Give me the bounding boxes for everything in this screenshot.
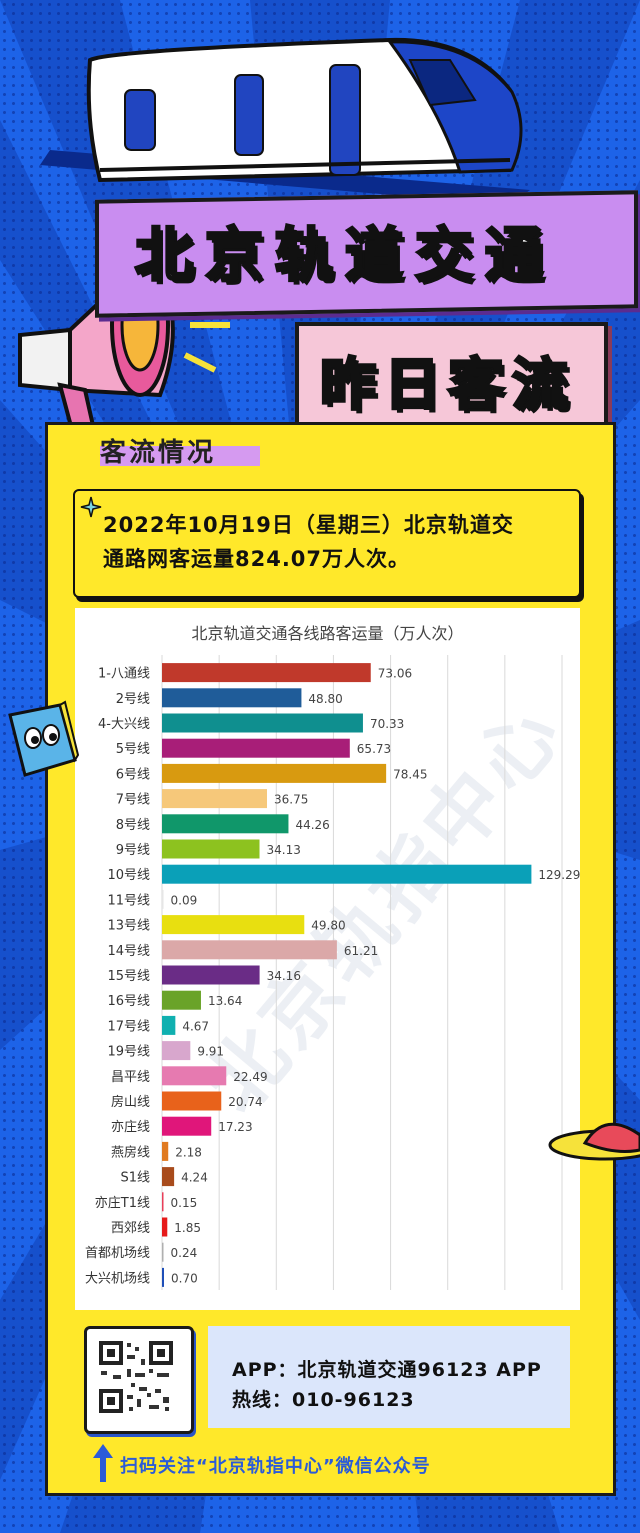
value-label: 34.13 bbox=[267, 843, 301, 857]
category-label: 5号线 bbox=[116, 742, 150, 757]
bar bbox=[162, 1167, 175, 1187]
summary-line-2: 通路网客运量824.07万人次。 bbox=[103, 547, 411, 571]
bar bbox=[162, 1015, 176, 1035]
value-label: 4.24 bbox=[181, 1171, 208, 1185]
section-tag-highlight bbox=[100, 446, 260, 466]
sparkle-icon bbox=[80, 496, 102, 518]
category-label: 13号线 bbox=[107, 919, 150, 934]
category-label: 6号线 bbox=[116, 767, 150, 782]
category-label: 亦庄T1线 bbox=[95, 1195, 150, 1211]
value-label: 13.64 bbox=[208, 994, 242, 1008]
category-label: 19号线 bbox=[107, 1045, 150, 1060]
category-label: S1线 bbox=[120, 1171, 150, 1186]
bar bbox=[162, 1091, 222, 1111]
value-label: 129.29 bbox=[538, 868, 580, 882]
value-label: 20.74 bbox=[228, 1095, 262, 1109]
category-label: 4-大兴线 bbox=[98, 717, 150, 732]
bar bbox=[162, 864, 532, 884]
contact-info-box bbox=[208, 1326, 570, 1428]
bar bbox=[162, 1192, 164, 1212]
category-label: 7号线 bbox=[116, 793, 150, 808]
value-label: 17.23 bbox=[218, 1120, 252, 1134]
value-label: 4.67 bbox=[182, 1019, 209, 1033]
bar bbox=[162, 1066, 227, 1086]
category-label: 2号线 bbox=[116, 692, 150, 707]
subtitle-banner bbox=[295, 322, 608, 440]
bar bbox=[162, 713, 363, 733]
category-label: 燕房线 bbox=[111, 1144, 150, 1160]
value-label: 48.80 bbox=[308, 692, 342, 706]
category-label: 11号线 bbox=[107, 893, 150, 908]
bar bbox=[162, 1217, 168, 1237]
cube-character-icon bbox=[8, 700, 80, 777]
bar bbox=[162, 663, 371, 683]
category-label: 17号线 bbox=[107, 1019, 150, 1034]
bar bbox=[162, 915, 305, 935]
value-label: 0.24 bbox=[171, 1246, 198, 1260]
qr-code-icon bbox=[97, 1339, 175, 1415]
value-label: 9.91 bbox=[197, 1045, 224, 1059]
bar bbox=[162, 763, 387, 783]
value-label: 65.73 bbox=[357, 742, 391, 756]
bar bbox=[162, 738, 350, 758]
category-label: 首都机场线 bbox=[85, 1246, 150, 1261]
bar bbox=[162, 789, 267, 809]
train-illustration bbox=[40, 37, 530, 205]
value-label: 44.26 bbox=[295, 818, 329, 832]
hat-decoration-icon bbox=[548, 1122, 640, 1161]
bar bbox=[162, 1242, 164, 1262]
value-label: 22.49 bbox=[233, 1070, 267, 1084]
category-label: 10号线 bbox=[107, 868, 150, 883]
arrow-up-icon bbox=[93, 1444, 113, 1482]
follow-prompt: 扫码关注“北京轨指中心”微信公众号 bbox=[120, 1456, 431, 1477]
summary-line-1: 2022年10月19日（星期三）北京轨道交 bbox=[103, 513, 514, 537]
value-label: 0.09 bbox=[171, 893, 198, 907]
bar bbox=[162, 814, 289, 834]
category-label: 西郊线 bbox=[111, 1220, 150, 1236]
category-label: 8号线 bbox=[116, 818, 150, 833]
value-label: 0.15 bbox=[171, 1196, 198, 1210]
bar bbox=[162, 839, 260, 859]
bar bbox=[162, 990, 201, 1010]
category-label: 16号线 bbox=[107, 994, 150, 1009]
value-label: 0.70 bbox=[171, 1271, 198, 1285]
value-label: 2.18 bbox=[175, 1145, 202, 1159]
bar bbox=[162, 940, 337, 960]
value-label: 1.85 bbox=[174, 1221, 201, 1235]
page-subtitle: 昨日客流 bbox=[319, 352, 576, 420]
bar bbox=[162, 889, 164, 909]
value-label: 34.16 bbox=[267, 969, 301, 983]
value-label: 70.33 bbox=[370, 717, 404, 731]
bar bbox=[162, 965, 260, 985]
value-label: 61.21 bbox=[344, 944, 378, 958]
bar bbox=[162, 688, 302, 708]
category-label: 房山线 bbox=[111, 1094, 150, 1110]
category-label: 昌平线 bbox=[111, 1070, 150, 1085]
qr-code[interactable] bbox=[84, 1326, 194, 1434]
category-label: 14号线 bbox=[107, 944, 150, 959]
chart-title: 北京轨道交通各线路客运量（万人次） bbox=[191, 624, 464, 643]
section-heading: 客流情况 bbox=[100, 438, 217, 468]
hotline-info[interactable]: 热线：010-96123 bbox=[232, 1389, 415, 1411]
ridership-bar-chart: 1-八通线 73.06 2号线 48.80 4-大兴线 70.33 5号线 65.73 6号线 7… bbox=[85, 655, 580, 1290]
summary-text: 2022年10月19日（星期三）北京轨道交 通路网客运量824.07万人次。 bbox=[103, 508, 563, 576]
app-info: APP：北京轨道交通96123 APP bbox=[232, 1359, 542, 1381]
bar bbox=[162, 1267, 164, 1287]
category-label: 15号线 bbox=[107, 969, 150, 984]
value-label: 49.80 bbox=[311, 919, 345, 933]
bar bbox=[162, 1116, 212, 1136]
category-label: 1-八通线 bbox=[98, 667, 150, 682]
summary-card bbox=[73, 489, 581, 598]
value-label: 78.45 bbox=[393, 767, 427, 781]
value-label: 73.06 bbox=[378, 667, 412, 681]
category-label: 9号线 bbox=[116, 843, 150, 858]
page-title: 北京轨道交通 bbox=[133, 220, 556, 291]
bar bbox=[162, 1041, 191, 1061]
bar bbox=[162, 1141, 169, 1161]
category-label: 大兴机场线 bbox=[85, 1271, 150, 1286]
value-label: 36.75 bbox=[274, 793, 308, 807]
category-label: 亦庄线 bbox=[111, 1119, 150, 1135]
